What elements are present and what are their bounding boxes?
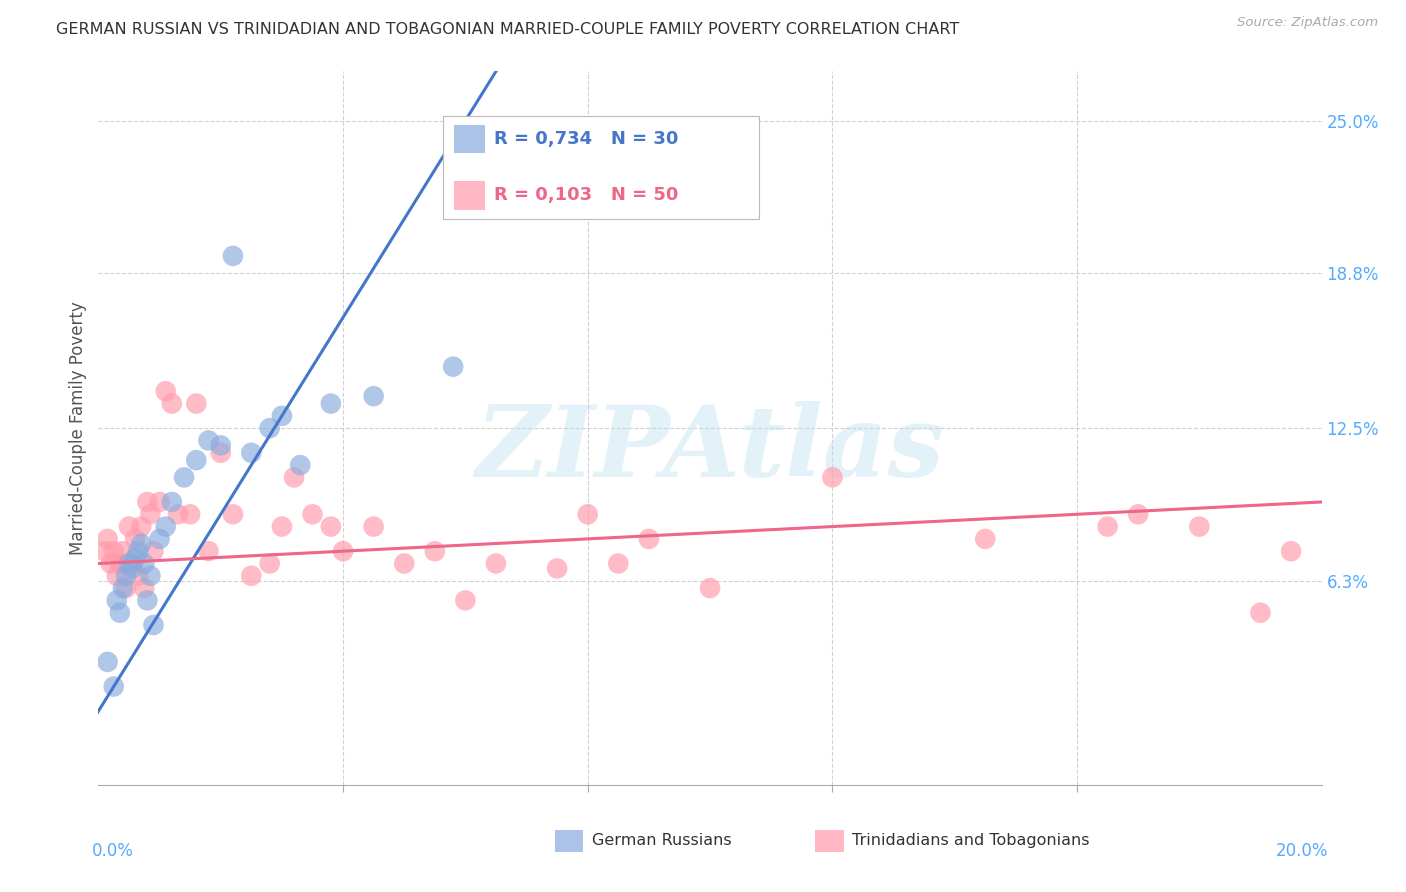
Point <box>167 508 190 522</box>
Point <box>160 396 183 410</box>
Point <box>607 557 630 571</box>
Point <box>546 561 568 575</box>
Point <box>290 458 312 472</box>
Point <box>97 532 120 546</box>
Point <box>103 680 125 694</box>
Point <box>139 508 162 522</box>
Point <box>259 421 281 435</box>
Point <box>149 532 172 546</box>
Point <box>1188 519 1211 533</box>
Point <box>179 508 201 522</box>
Point <box>105 593 128 607</box>
Point <box>134 581 156 595</box>
Point <box>319 519 342 533</box>
Point <box>124 532 146 546</box>
Point <box>222 249 245 263</box>
Point <box>283 470 305 484</box>
Point <box>576 508 599 522</box>
Point <box>111 544 134 558</box>
Point <box>136 593 159 607</box>
Point <box>139 569 162 583</box>
Point <box>97 655 120 669</box>
Point <box>1128 508 1150 522</box>
Point <box>270 519 294 533</box>
Point <box>142 544 165 558</box>
Point <box>1097 519 1119 533</box>
Point <box>423 544 446 558</box>
Point <box>209 438 232 452</box>
Text: R = 0,734   N = 30: R = 0,734 N = 30 <box>494 130 678 148</box>
Point <box>363 389 385 403</box>
Point <box>149 495 172 509</box>
Point <box>160 495 183 509</box>
Point <box>129 537 152 551</box>
Point <box>1279 544 1302 558</box>
Point <box>209 446 232 460</box>
Text: R = 0,103   N = 50: R = 0,103 N = 50 <box>494 186 678 204</box>
Point <box>240 569 263 583</box>
Point <box>270 409 294 423</box>
Point <box>699 581 721 595</box>
Point <box>115 581 138 595</box>
Y-axis label: Married-Couple Family Poverty: Married-Couple Family Poverty <box>69 301 87 555</box>
Point <box>121 561 143 575</box>
Point <box>173 470 195 484</box>
Point <box>108 557 131 571</box>
Point <box>127 569 149 583</box>
Point <box>129 519 152 533</box>
Point <box>103 544 125 558</box>
Point <box>441 359 464 374</box>
Point <box>115 569 138 583</box>
Text: Source: ZipAtlas.com: Source: ZipAtlas.com <box>1237 16 1378 29</box>
Point <box>118 519 141 533</box>
Point <box>197 544 219 558</box>
Point <box>638 532 661 546</box>
Point <box>108 606 131 620</box>
Point <box>332 544 354 558</box>
Point <box>259 557 281 571</box>
Text: GERMAN RUSSIAN VS TRINIDADIAN AND TOBAGONIAN MARRIED-COUPLE FAMILY POVERTY CORRE: GERMAN RUSSIAN VS TRINIDADIAN AND TOBAGO… <box>56 22 959 37</box>
Point <box>392 557 416 571</box>
Point <box>127 544 149 558</box>
Point <box>155 384 177 399</box>
Point <box>974 532 997 546</box>
Point <box>93 544 115 558</box>
Point <box>240 446 263 460</box>
Point <box>197 434 219 448</box>
Point <box>1250 606 1272 620</box>
Point <box>301 508 323 522</box>
Text: German Russians: German Russians <box>592 833 731 847</box>
Point <box>100 557 122 571</box>
Point <box>142 618 165 632</box>
Point <box>363 519 385 533</box>
Point <box>821 470 844 484</box>
Text: Trinidadians and Tobagonians: Trinidadians and Tobagonians <box>852 833 1090 847</box>
Point <box>454 593 477 607</box>
Text: ZIPAtlas: ZIPAtlas <box>475 401 945 498</box>
Text: 0.0%: 0.0% <box>93 842 134 860</box>
Point <box>186 396 208 410</box>
Point <box>134 557 156 571</box>
Point <box>222 508 245 522</box>
Point <box>155 519 177 533</box>
Point <box>319 396 342 410</box>
Point <box>111 581 134 595</box>
Point <box>485 557 508 571</box>
Point <box>105 569 128 583</box>
Point <box>121 557 143 571</box>
Point <box>186 453 208 467</box>
Point <box>118 557 141 571</box>
Point <box>124 551 146 566</box>
Text: 20.0%: 20.0% <box>1275 842 1327 860</box>
Point <box>136 495 159 509</box>
